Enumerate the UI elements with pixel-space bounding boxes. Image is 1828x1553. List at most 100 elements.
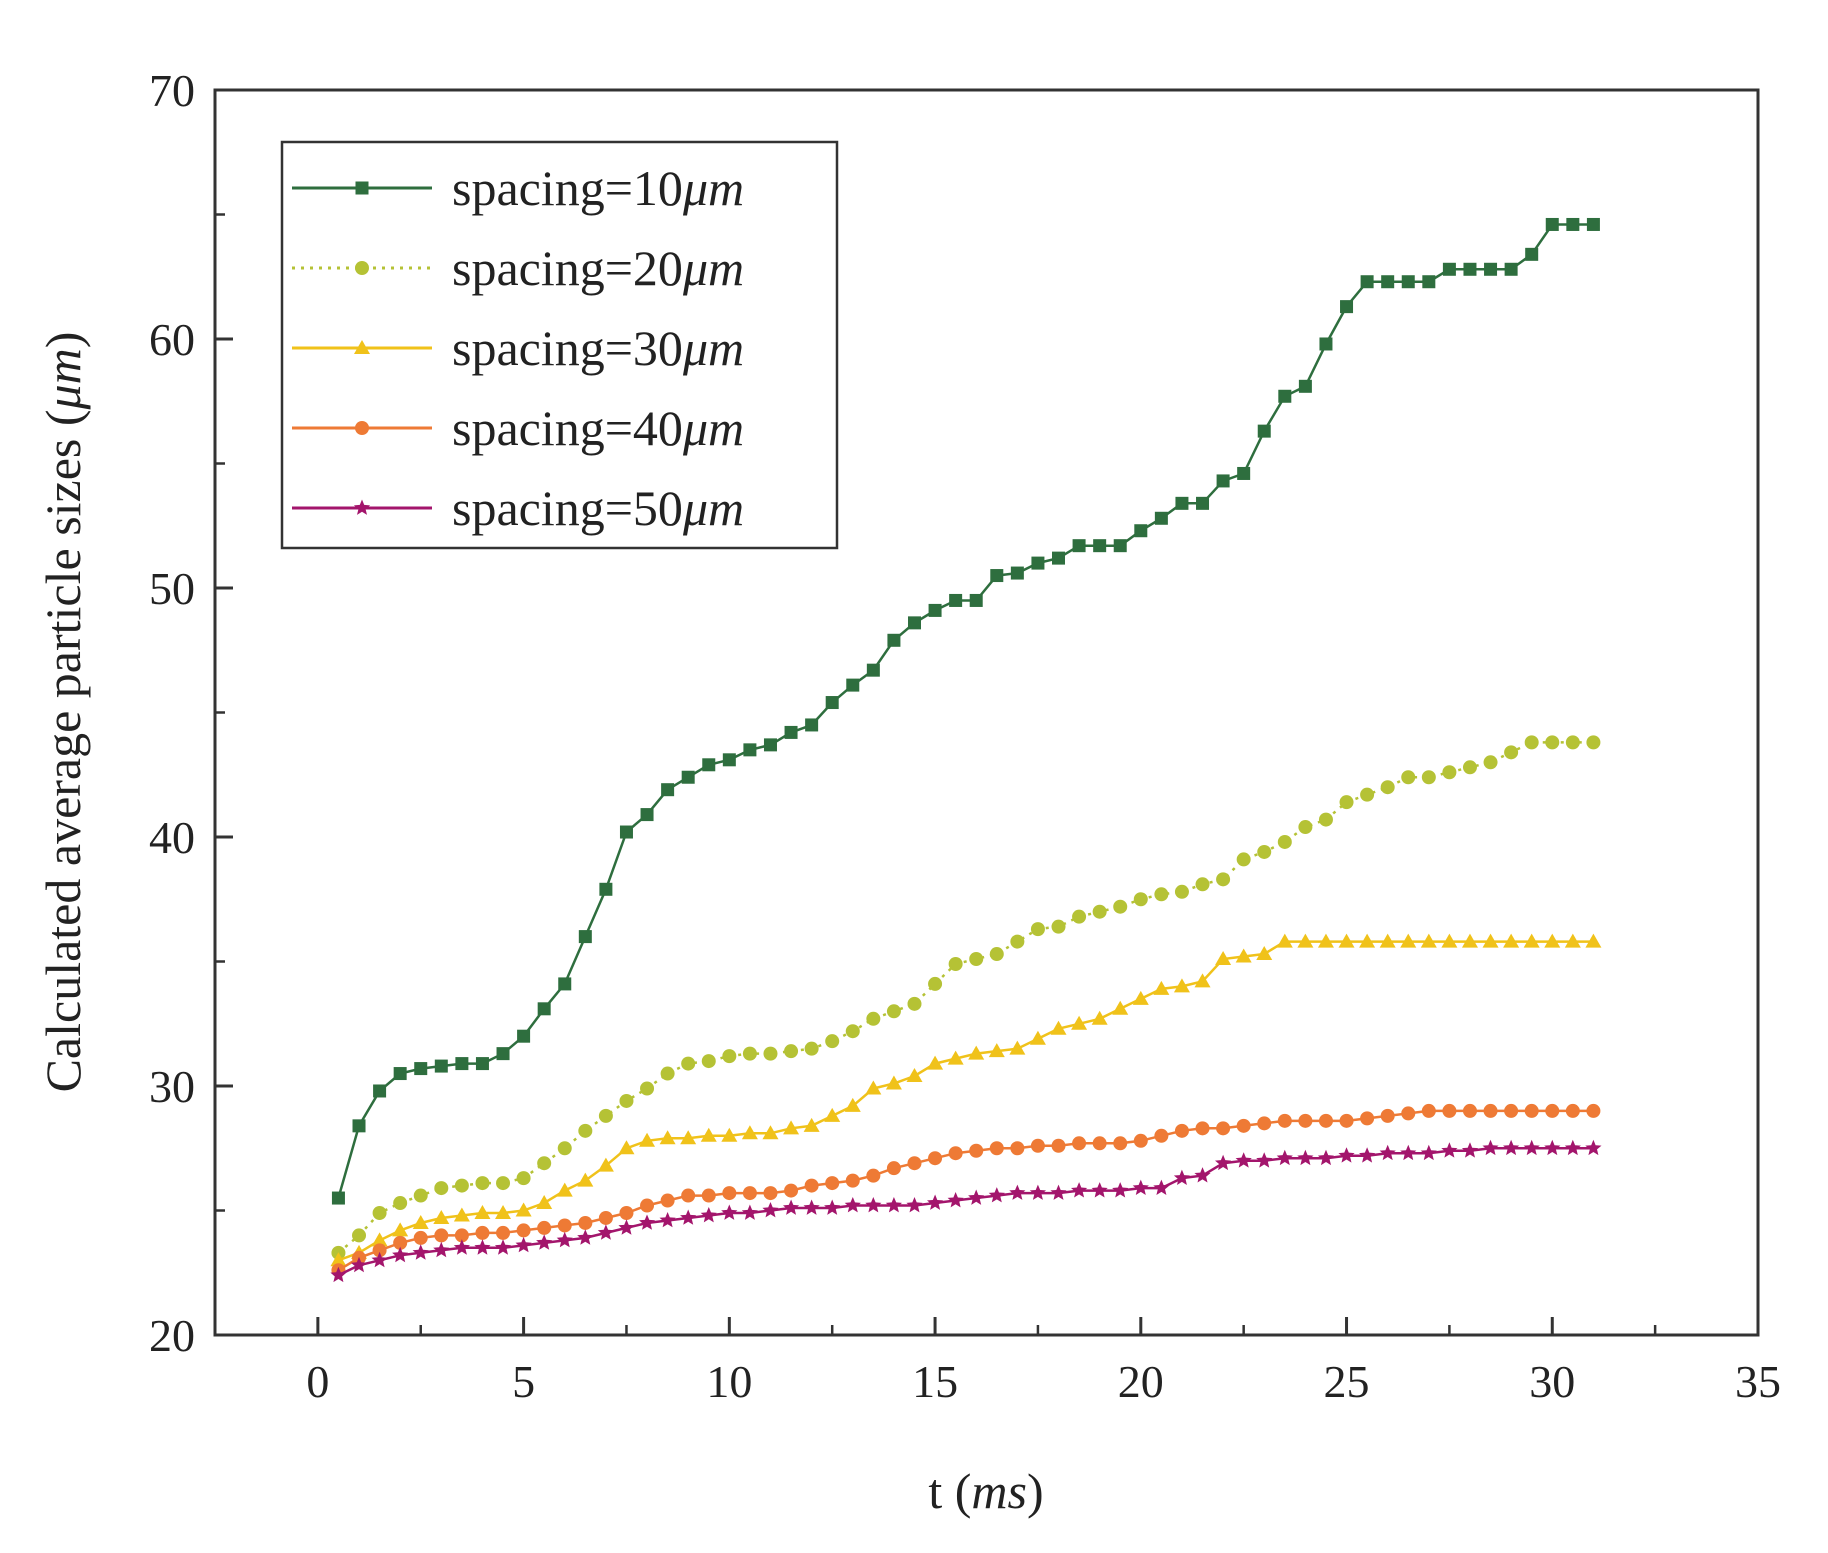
data-point bbox=[639, 1214, 656, 1230]
data-point bbox=[1360, 1111, 1375, 1126]
data-point bbox=[844, 1197, 861, 1213]
legend-marker bbox=[354, 340, 370, 354]
data-point bbox=[783, 1199, 800, 1215]
data-point bbox=[1379, 1144, 1396, 1161]
data-point bbox=[350, 1256, 368, 1273]
legend-item-5: spacing=50μm bbox=[292, 480, 744, 536]
y-tick-label: 40 bbox=[149, 812, 195, 863]
y-tick-label: 20 bbox=[149, 1310, 195, 1361]
data-point bbox=[1484, 262, 1498, 276]
data-point bbox=[721, 1127, 738, 1142]
x-tick-label: 30 bbox=[1529, 1356, 1575, 1407]
data-point bbox=[558, 977, 572, 991]
data-point bbox=[887, 633, 901, 647]
series-2 bbox=[331, 735, 1601, 1260]
data-point bbox=[1297, 933, 1314, 948]
data-point bbox=[845, 1024, 860, 1039]
data-point bbox=[1010, 1141, 1025, 1156]
data-point bbox=[989, 1141, 1004, 1156]
legend-label-unit: μm bbox=[682, 240, 744, 296]
data-point bbox=[1442, 1103, 1457, 1118]
legend-box bbox=[280, 140, 839, 550]
data-point bbox=[1113, 1136, 1128, 1151]
y-axis-title: Calculated average particle sizes (μm) bbox=[35, 332, 91, 1093]
data-point bbox=[1175, 496, 1189, 510]
data-point bbox=[640, 808, 654, 822]
data-point bbox=[1564, 933, 1581, 948]
data-point bbox=[681, 1188, 696, 1203]
data-point bbox=[1462, 760, 1477, 775]
data-point bbox=[866, 1168, 881, 1183]
data-point bbox=[1173, 978, 1190, 993]
data-point bbox=[1010, 934, 1025, 949]
data-point bbox=[1338, 933, 1355, 948]
legend-label-name: spacing=20 bbox=[452, 240, 683, 296]
x-tick-label: 15 bbox=[912, 1356, 958, 1407]
data-point bbox=[1379, 933, 1396, 948]
data-point bbox=[1523, 1139, 1540, 1156]
data-point bbox=[1277, 1113, 1292, 1128]
data-point bbox=[741, 1204, 758, 1220]
data-point bbox=[1461, 933, 1478, 948]
data-point bbox=[371, 1251, 388, 1268]
data-point bbox=[680, 1130, 697, 1145]
data-point bbox=[1524, 1103, 1539, 1118]
x-tick-label: 20 bbox=[1118, 1356, 1164, 1407]
data-point bbox=[1113, 539, 1127, 553]
data-point bbox=[702, 758, 716, 772]
data-point bbox=[1132, 990, 1149, 1005]
data-point bbox=[1360, 275, 1374, 289]
data-point bbox=[1317, 1149, 1334, 1166]
data-point bbox=[1072, 539, 1086, 553]
data-point bbox=[1009, 1040, 1026, 1055]
data-point bbox=[330, 1266, 347, 1283]
data-point bbox=[475, 1057, 489, 1071]
data-point bbox=[578, 1215, 593, 1230]
data-point bbox=[1318, 812, 1333, 827]
data-point bbox=[474, 1239, 491, 1255]
data-point bbox=[516, 1171, 531, 1186]
data-point bbox=[1503, 933, 1520, 948]
data-point bbox=[515, 1202, 532, 1217]
legend-label-name: spacing=30 bbox=[452, 320, 683, 376]
data-point bbox=[784, 1044, 799, 1059]
data-point bbox=[1319, 337, 1333, 351]
x-tick-label: 35 bbox=[1735, 1356, 1781, 1407]
data-point bbox=[475, 1225, 490, 1240]
data-point bbox=[1400, 933, 1417, 948]
data-point bbox=[1544, 1139, 1561, 1156]
data-point bbox=[1461, 1142, 1479, 1158]
data-point bbox=[515, 1236, 532, 1253]
data-point bbox=[1504, 745, 1519, 760]
data-point bbox=[1380, 1108, 1395, 1123]
data-point bbox=[1318, 1113, 1333, 1128]
data-point bbox=[1442, 262, 1456, 276]
data-point bbox=[1237, 466, 1251, 480]
data-point bbox=[763, 1186, 778, 1201]
data-point bbox=[845, 1173, 860, 1188]
data-point bbox=[331, 1191, 345, 1205]
data-point bbox=[1174, 884, 1189, 899]
data-point bbox=[1154, 1128, 1169, 1143]
data-point bbox=[1400, 1144, 1417, 1161]
data-point bbox=[803, 1199, 820, 1215]
data-point bbox=[1051, 1138, 1066, 1153]
data-point bbox=[928, 603, 942, 617]
data-point bbox=[783, 1120, 800, 1135]
data-point bbox=[639, 1132, 656, 1147]
data-point bbox=[659, 1212, 676, 1228]
data-point bbox=[1421, 770, 1436, 785]
data-point bbox=[393, 1235, 408, 1250]
data-point bbox=[412, 1244, 429, 1260]
data-point bbox=[886, 1161, 901, 1176]
data-point bbox=[1483, 755, 1498, 770]
data-point bbox=[701, 1188, 716, 1203]
data-point bbox=[906, 1068, 923, 1083]
data-point bbox=[886, 1004, 901, 1019]
x-tick-label: 0 bbox=[306, 1356, 329, 1407]
data-point bbox=[1420, 1144, 1437, 1161]
data-point bbox=[1401, 1106, 1416, 1121]
y-tick-label: 70 bbox=[149, 65, 195, 116]
data-point bbox=[803, 1117, 820, 1132]
data-point bbox=[659, 1130, 676, 1145]
